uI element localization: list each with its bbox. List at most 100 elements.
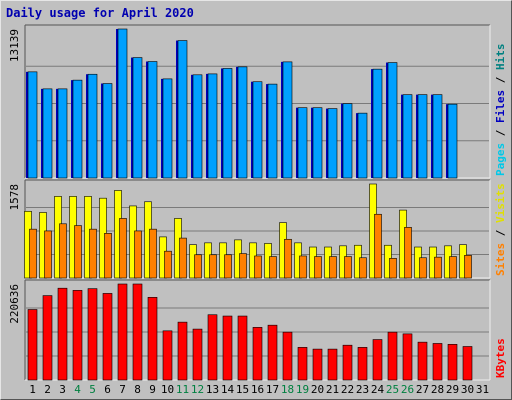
x-axis-day-label: 2 (44, 383, 51, 396)
x-axis-day-label: 31 (476, 383, 489, 396)
x-axis-day-label: 21 (326, 383, 339, 396)
x-axis-day-label: 12 (191, 383, 204, 396)
legend-label-part: Visits (494, 183, 507, 223)
kbytes-bar-16 (252, 327, 263, 381)
kbytes-bar-11 (177, 321, 188, 381)
sites-bar-18 (284, 238, 292, 279)
legend-label-part: Pages (494, 143, 507, 176)
kbytes-bar-29 (447, 344, 458, 381)
hits-bar-24 (372, 68, 383, 179)
x-axis-day-label: 24 (371, 383, 385, 396)
hits-bar-6 (102, 83, 113, 179)
kbytes-bar-27 (417, 341, 428, 381)
x-axis-day-label: 8 (134, 383, 141, 396)
hits-bar-11 (177, 40, 188, 179)
y-axis-max-label: 220636 (8, 284, 21, 324)
x-axis-day-label: 9 (149, 383, 156, 396)
y-axis-max-label: 13139 (8, 29, 21, 62)
kbytes-bar-17 (267, 324, 278, 381)
legend-label-part: / (494, 123, 507, 143)
hits-bar-5 (87, 73, 98, 179)
kbytes-bar-2 (42, 295, 53, 381)
sites-bar-2 (44, 230, 52, 279)
sites-bar-23 (359, 257, 367, 279)
kbytes-bar-7 (117, 283, 128, 381)
kbytes-bar-18 (282, 331, 293, 381)
x-axis-day-label: 15 (236, 383, 249, 396)
sites-bar-21 (329, 256, 337, 279)
hits-bar-22 (342, 103, 353, 179)
kbytes-bar-9 (147, 297, 158, 381)
x-axis-day-label: 5 (89, 383, 96, 396)
kbytes-bar-10 (162, 330, 173, 381)
hits-bar-4 (72, 79, 83, 179)
kbytes-bar-12 (192, 328, 203, 381)
sites-bar-29 (449, 256, 457, 279)
x-axis-day-label: 29 (446, 383, 459, 396)
sites-bar-27 (419, 257, 427, 279)
hits-bar-14 (222, 68, 233, 179)
hits-bar-12 (192, 74, 203, 179)
x-axis-day-label: 23 (356, 383, 369, 396)
kbytes-bar-3 (57, 287, 68, 381)
kbytes-bar-30 (462, 346, 473, 381)
legend-label-part: / (494, 223, 507, 243)
sites-bar-25 (389, 258, 397, 279)
sites-bar-3 (59, 223, 67, 279)
kbytes-bar-26 (402, 333, 413, 381)
kbytes-bar-6 (102, 293, 113, 381)
legend-label-part: Sites (494, 243, 507, 276)
x-axis-day-label: 16 (251, 383, 264, 396)
hits-bar-7 (117, 28, 128, 179)
sites-bar-22 (344, 256, 352, 279)
kbytes-bar-5 (87, 288, 98, 381)
hits-bar-2 (42, 88, 53, 179)
hits-bar-17 (267, 83, 278, 179)
x-axis-day-label: 4 (74, 383, 81, 396)
sites-bar-24 (374, 213, 382, 279)
hits-bar-15 (237, 66, 248, 179)
x-axis-day-label: 1 (29, 383, 36, 396)
kbytes-bar-22 (342, 344, 353, 381)
kbytes-bar-25 (387, 331, 398, 381)
sites-bar-8 (134, 230, 142, 279)
hits-bar-19 (297, 107, 308, 179)
hits-bar-9 (147, 61, 158, 179)
sites-bar-6 (104, 233, 112, 279)
legend-label-kbytes: KBytes (494, 338, 507, 378)
hits-bar-16 (252, 81, 263, 179)
sites-bar-20 (314, 256, 322, 279)
hits-bar-10 (162, 78, 173, 179)
kbytes-bar-4 (72, 290, 83, 381)
x-axis-day-label: 3 (59, 383, 66, 396)
kbytes-bar-23 (357, 347, 368, 381)
hits-bar-21 (327, 108, 338, 179)
hits-bar-27 (417, 94, 428, 179)
x-axis-day-label: 10 (161, 383, 174, 396)
x-axis-day-label: 27 (416, 383, 429, 396)
x-axis-day-label: 6 (104, 383, 111, 396)
sites-bar-5 (89, 228, 97, 279)
x-axis-day-label: 11 (176, 383, 189, 396)
legend-label-hits: Pages / Files / Hits (494, 44, 507, 177)
sites-bar-12 (194, 254, 202, 279)
sites-bar-1 (29, 228, 37, 279)
kbytes-bar-20 (312, 348, 323, 381)
kbytes-bar-1 (27, 309, 38, 381)
chart-title: Daily usage for April 2020 (6, 6, 194, 20)
x-axis-day-label: 30 (461, 383, 474, 396)
sites-bar-7 (119, 218, 127, 279)
x-axis-day-label: 25 (386, 383, 399, 396)
x-axis-day-label: 17 (266, 383, 279, 396)
x-axis-day-label: 20 (311, 383, 324, 396)
sites-bar-15 (239, 253, 247, 279)
kbytes-bar-13 (207, 314, 218, 381)
hits-bar-29 (447, 103, 458, 179)
x-axis-day-label: 19 (296, 383, 309, 396)
hits-bar-25 (387, 62, 398, 179)
sites-bar-30 (464, 255, 472, 279)
hits-bar-1 (27, 71, 38, 179)
sites-bar-28 (434, 256, 442, 279)
hits-bar-20 (312, 107, 323, 179)
kbytes-bar-28 (432, 343, 443, 381)
